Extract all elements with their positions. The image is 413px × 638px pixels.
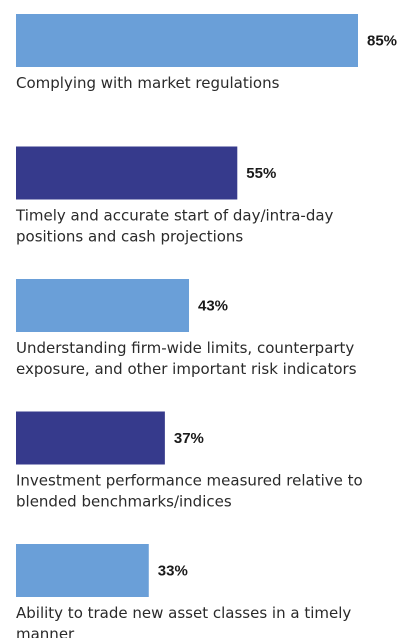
category-label-3: Understanding firm-wide limits, counterp… (16, 339, 357, 378)
category-label-line: Investment performance measured relative… (16, 472, 363, 490)
category-label-line: positions and cash projections (16, 228, 243, 246)
bar-3 (16, 279, 190, 332)
category-label-5: Ability to trade new asset classes in a … (16, 604, 351, 638)
category-label-line: Ability to trade new asset classes in a … (16, 604, 351, 622)
value-label-3: 43% (198, 298, 228, 315)
bar-4 (16, 411, 165, 465)
value-label-1: 85% (367, 33, 397, 50)
category-label-1: Complying with market regulations (16, 74, 280, 92)
category-label-line: Complying with market regulations (16, 74, 280, 92)
bar-1 (16, 14, 358, 67)
value-label-2: 55% (246, 165, 276, 182)
category-label-line: exposure, and other important risk indic… (16, 360, 357, 378)
category-label-2: Timely and accurate start of day/intra-d… (15, 207, 334, 246)
category-label-line: blended benchmarks/indices (16, 493, 232, 511)
category-label-line: manner (16, 625, 75, 638)
category-label-line: Understanding firm-wide limits, counterp… (16, 339, 354, 357)
value-label-4: 37% (174, 430, 204, 447)
bar-5 (16, 544, 149, 597)
value-label-5: 33% (158, 563, 188, 580)
bar-2 (16, 146, 238, 200)
category-label-4: Investment performance measured relative… (16, 472, 363, 511)
category-label-line: Timely and accurate start of day/intra-d… (15, 207, 334, 225)
